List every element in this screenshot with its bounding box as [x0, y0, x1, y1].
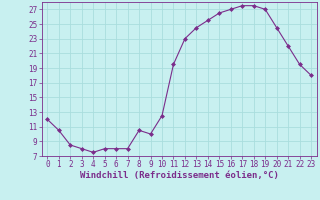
X-axis label: Windchill (Refroidissement éolien,°C): Windchill (Refroidissement éolien,°C): [80, 171, 279, 180]
